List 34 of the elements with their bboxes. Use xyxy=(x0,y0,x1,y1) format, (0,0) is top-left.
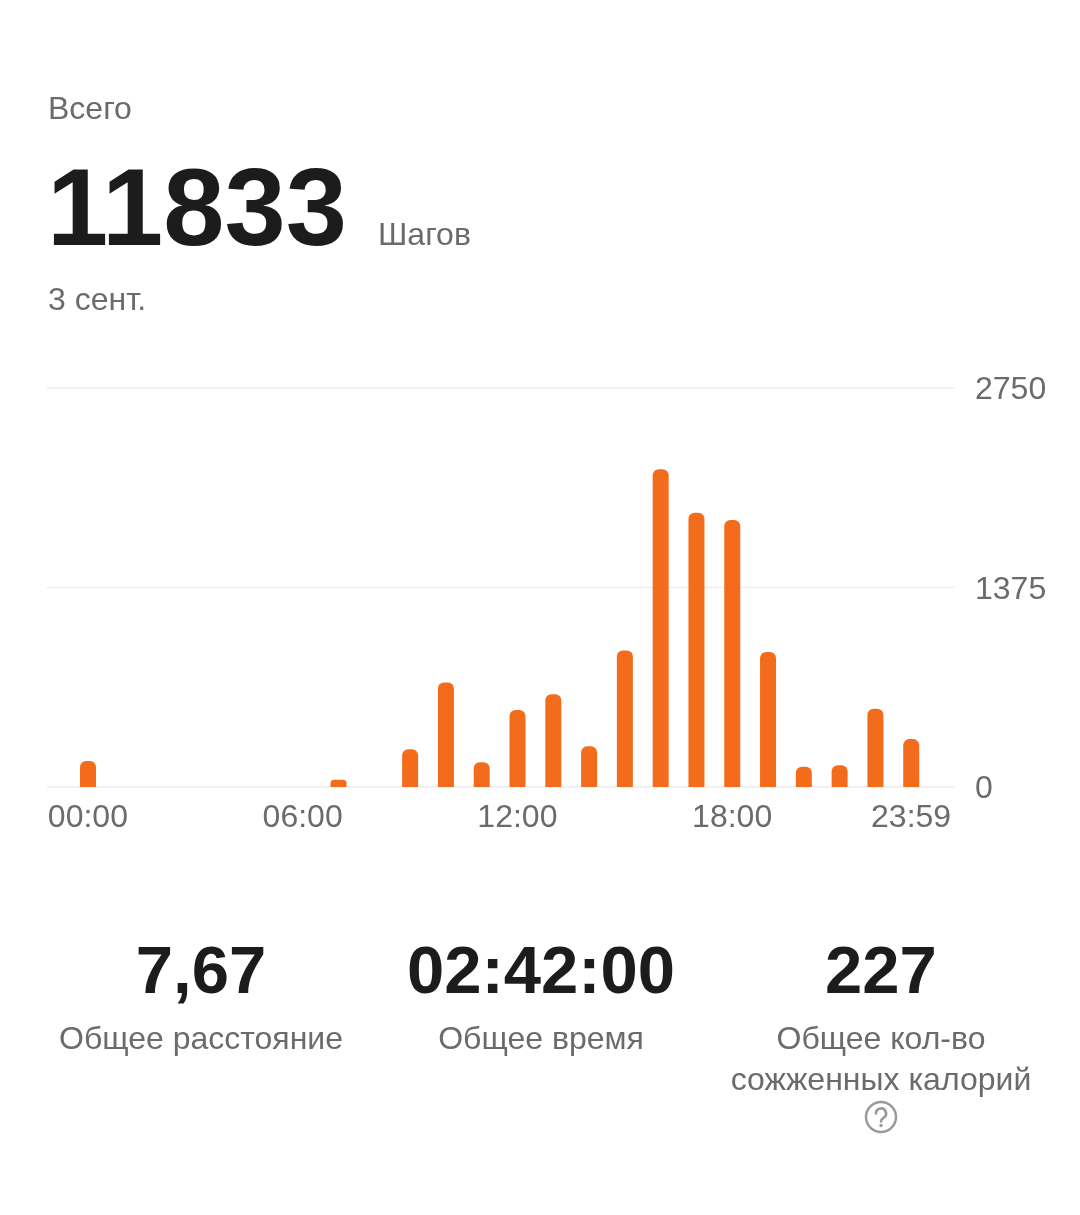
text: Общее расстояние xyxy=(58,1020,344,1056)
x-tick-label: 18:00 xyxy=(692,797,773,834)
text: 11833 xyxy=(47,144,347,268)
text: 02:42:00 xyxy=(406,932,676,1007)
x-tick-label: 06:00 xyxy=(262,797,343,834)
bar xyxy=(509,710,526,787)
y-tick-label: 0 xyxy=(975,769,993,806)
text: Шагов xyxy=(378,215,471,252)
text: Общее время xyxy=(438,1020,644,1056)
bar xyxy=(831,765,848,787)
y-tick-label: 2750 xyxy=(975,370,1047,407)
bar xyxy=(437,682,454,787)
bar xyxy=(760,652,777,787)
bar xyxy=(867,708,884,787)
text: 3 сент. xyxy=(48,280,147,317)
bar xyxy=(795,766,812,787)
bar xyxy=(652,469,669,787)
bar xyxy=(473,762,490,787)
chart-title: Всего xyxy=(48,89,132,126)
bar xyxy=(724,520,741,787)
text: Общее кол-во сожженных калорий xyxy=(730,1020,1032,1097)
x-tick-label: 12:00 xyxy=(477,797,558,834)
bar xyxy=(545,694,562,787)
text: 227 xyxy=(825,932,937,1007)
bar xyxy=(402,749,419,787)
bar xyxy=(903,739,920,787)
bar xyxy=(80,760,96,787)
text: 7,67 xyxy=(135,932,267,1007)
bar xyxy=(616,650,633,787)
y-tick-label: 1375 xyxy=(975,569,1047,606)
bar xyxy=(688,512,705,787)
x-tick-label: 00:00 xyxy=(47,797,128,834)
bar xyxy=(581,746,598,787)
x-tick-label: 23:59 xyxy=(871,797,952,834)
